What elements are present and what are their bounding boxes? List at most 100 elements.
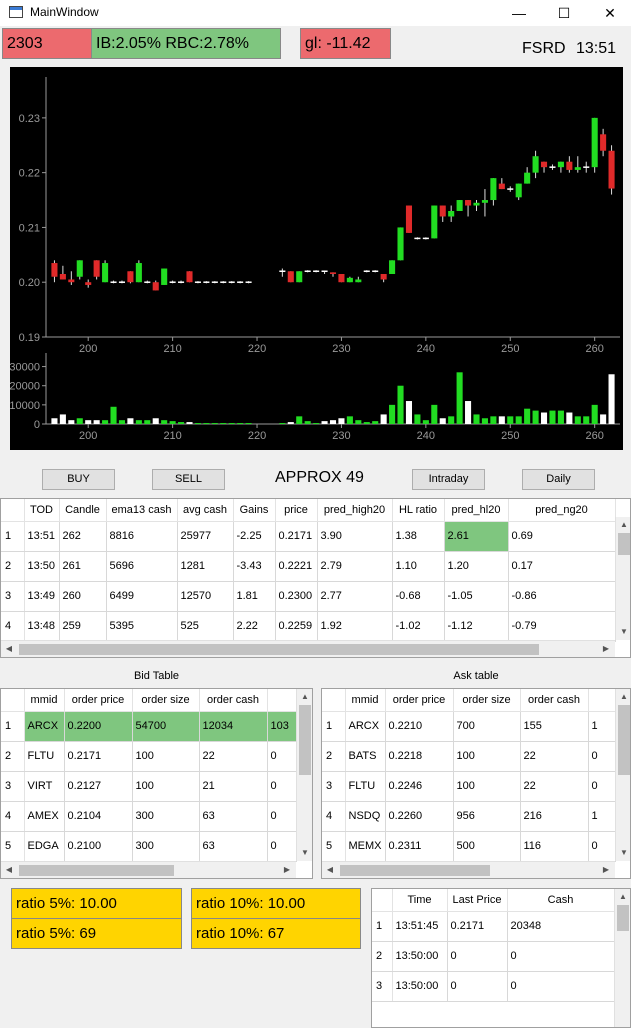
table-cell[interactable]: 25977 (177, 521, 234, 552)
column-header[interactable]: pred_hl20 (444, 499, 509, 522)
column-header[interactable]: pred_ng20 (508, 499, 616, 522)
column-header[interactable]: Time (392, 889, 448, 912)
row-number[interactable]: 3 (372, 971, 393, 1002)
table-row[interactable]: 3 13:49 260 6499 12570 1.81 0.2300 2.77 -0.68 -1.… (1, 581, 616, 612)
table-cell[interactable]: 216 (520, 801, 589, 832)
table-cell[interactable]: 100 (453, 771, 521, 802)
row-number[interactable]: 1 (1, 521, 25, 552)
ask-table-vscroll[interactable]: ▲ ▼ (615, 689, 630, 861)
row-number[interactable]: 2 (372, 941, 393, 972)
sell-button[interactable]: SELL (152, 469, 225, 490)
table-cell[interactable]: 0 (588, 771, 616, 802)
scroll-down-icon[interactable]: ▼ (620, 627, 628, 636)
table-cell[interactable]: 0.2127 (64, 771, 133, 802)
bid-table-vscroll[interactable]: ▲ ▼ (296, 689, 312, 861)
scroll-thumb[interactable] (618, 705, 630, 775)
scroll-thumb[interactable] (340, 865, 490, 876)
table-cell[interactable]: 13:49 (24, 581, 60, 612)
table-cell[interactable]: 0.2171 (447, 911, 508, 942)
table-cell[interactable]: -1.12 (444, 611, 509, 642)
table-cell[interactable]: 260 (59, 581, 107, 612)
column-header[interactable]: ema13 cash (106, 499, 178, 522)
scroll-right-icon[interactable]: ▶ (602, 644, 610, 653)
table-cell[interactable]: 2.61 (444, 521, 509, 552)
column-header[interactable]: order size (453, 689, 521, 712)
table-row[interactable]: 1 ARCX 0.2210 700 155 1 (322, 711, 616, 742)
scroll-up-icon[interactable]: ▲ (619, 892, 627, 901)
scroll-up-icon[interactable]: ▲ (620, 692, 628, 701)
column-header[interactable]: Gains (233, 499, 276, 522)
candle-table-hscroll[interactable]: ◀ ▶ (1, 640, 615, 657)
table-cell[interactable]: 0.2100 (64, 831, 133, 862)
table-row[interactable]: 2 FLTU 0.2171 100 22 0 (1, 741, 297, 772)
table-cell[interactable]: 2.79 (317, 551, 393, 582)
table-row[interactable]: 3 13:50:00 0 0 (372, 971, 615, 1002)
table-cell[interactable]: 63 (199, 831, 268, 862)
table-cell[interactable]: 0.2246 (385, 771, 454, 802)
row-number[interactable]: 3 (322, 771, 346, 802)
column-header[interactable]: avg cash (177, 499, 234, 522)
table-cell[interactable]: EDGA (24, 831, 65, 862)
table-row[interactable]: 3 FLTU 0.2246 100 22 0 (322, 771, 616, 802)
table-cell[interactable]: -0.68 (392, 581, 445, 612)
row-number[interactable]: 2 (322, 741, 346, 772)
scroll-left-icon[interactable]: ◀ (5, 865, 13, 874)
scroll-up-icon[interactable]: ▲ (620, 520, 628, 529)
table-cell[interactable]: 0.2221 (275, 551, 318, 582)
table-cell[interactable]: ARCX (345, 711, 386, 742)
scroll-right-icon[interactable]: ▶ (602, 865, 610, 874)
table-cell[interactable]: 2.77 (317, 581, 393, 612)
buy-button[interactable]: BUY (42, 469, 115, 490)
table-row[interactable]: 5 EDGA 0.2100 300 63 0 (1, 831, 297, 862)
table-cell[interactable]: 262 (59, 521, 107, 552)
table-cell[interactable]: 20348 (507, 911, 615, 942)
row-number[interactable]: 2 (1, 551, 25, 582)
table-cell[interactable]: 1.38 (392, 521, 445, 552)
column-header[interactable]: Cash (507, 889, 615, 912)
table-cell[interactable]: 2.22 (233, 611, 276, 642)
table-row[interactable]: 2 13:50:00 0 0 (372, 941, 615, 972)
table-cell[interactable]: 0 (507, 971, 615, 1002)
table-cell[interactable]: 13:51:45 (392, 911, 448, 942)
scroll-left-icon[interactable]: ◀ (326, 865, 334, 874)
table-row[interactable]: 1 13:51:45 0.2171 20348 (372, 911, 615, 942)
candle-table-vscroll[interactable]: ▲ ▼ (615, 517, 630, 640)
table-cell[interactable]: 0.69 (508, 521, 616, 552)
scroll-up-icon[interactable]: ▲ (301, 692, 309, 701)
table-cell[interactable]: 0 (507, 941, 615, 972)
scroll-left-icon[interactable]: ◀ (5, 644, 13, 653)
table-cell[interactable]: 0.2104 (64, 801, 133, 832)
table-cell[interactable]: 13:50:00 (392, 971, 448, 1002)
table-row[interactable]: 2 BATS 0.2218 100 22 0 (322, 741, 616, 772)
table-cell[interactable]: 0 (267, 741, 297, 772)
trades-table-vscroll[interactable]: ▲ (614, 889, 630, 1027)
row-number[interactable]: 1 (1, 711, 25, 742)
table-cell[interactable]: 13:51 (24, 521, 60, 552)
table-cell[interactable]: 103 (267, 711, 297, 742)
bid-table-hscroll[interactable]: ◀ ▶ (1, 861, 296, 878)
row-number[interactable]: 3 (1, 771, 25, 802)
table-cell[interactable]: 12570 (177, 581, 234, 612)
table-cell[interactable]: 0.2260 (385, 801, 454, 832)
column-header[interactable] (588, 689, 616, 712)
scroll-thumb[interactable] (19, 865, 174, 876)
table-cell[interactable]: 21 (199, 771, 268, 802)
table-row[interactable]: 4 AMEX 0.2104 300 63 0 (1, 801, 297, 832)
table-row[interactable]: 1 ARCX 0.2200 54700 12034 103 (1, 711, 297, 742)
row-number[interactable]: 5 (322, 831, 346, 862)
row-number[interactable]: 3 (1, 581, 25, 612)
table-cell[interactable]: 500 (453, 831, 521, 862)
table-cell[interactable]: -3.43 (233, 551, 276, 582)
column-header[interactable]: price (275, 499, 318, 522)
column-header[interactable]: Candle (59, 499, 107, 522)
column-header[interactable] (267, 689, 297, 712)
table-row[interactable]: 2 13:50 261 5696 1281 -3.43 0.2221 2.79 1.10 1.20… (1, 551, 616, 582)
scroll-right-icon[interactable]: ▶ (283, 865, 291, 874)
table-cell[interactable]: 525 (177, 611, 234, 642)
table-cell[interactable]: 100 (132, 771, 200, 802)
column-header[interactable]: pred_high20 (317, 499, 393, 522)
table-cell[interactable]: 1.20 (444, 551, 509, 582)
table-cell[interactable]: 0.2300 (275, 581, 318, 612)
close-icon[interactable]: ✕ (604, 5, 616, 21)
table-cell[interactable]: 1 (588, 801, 616, 832)
